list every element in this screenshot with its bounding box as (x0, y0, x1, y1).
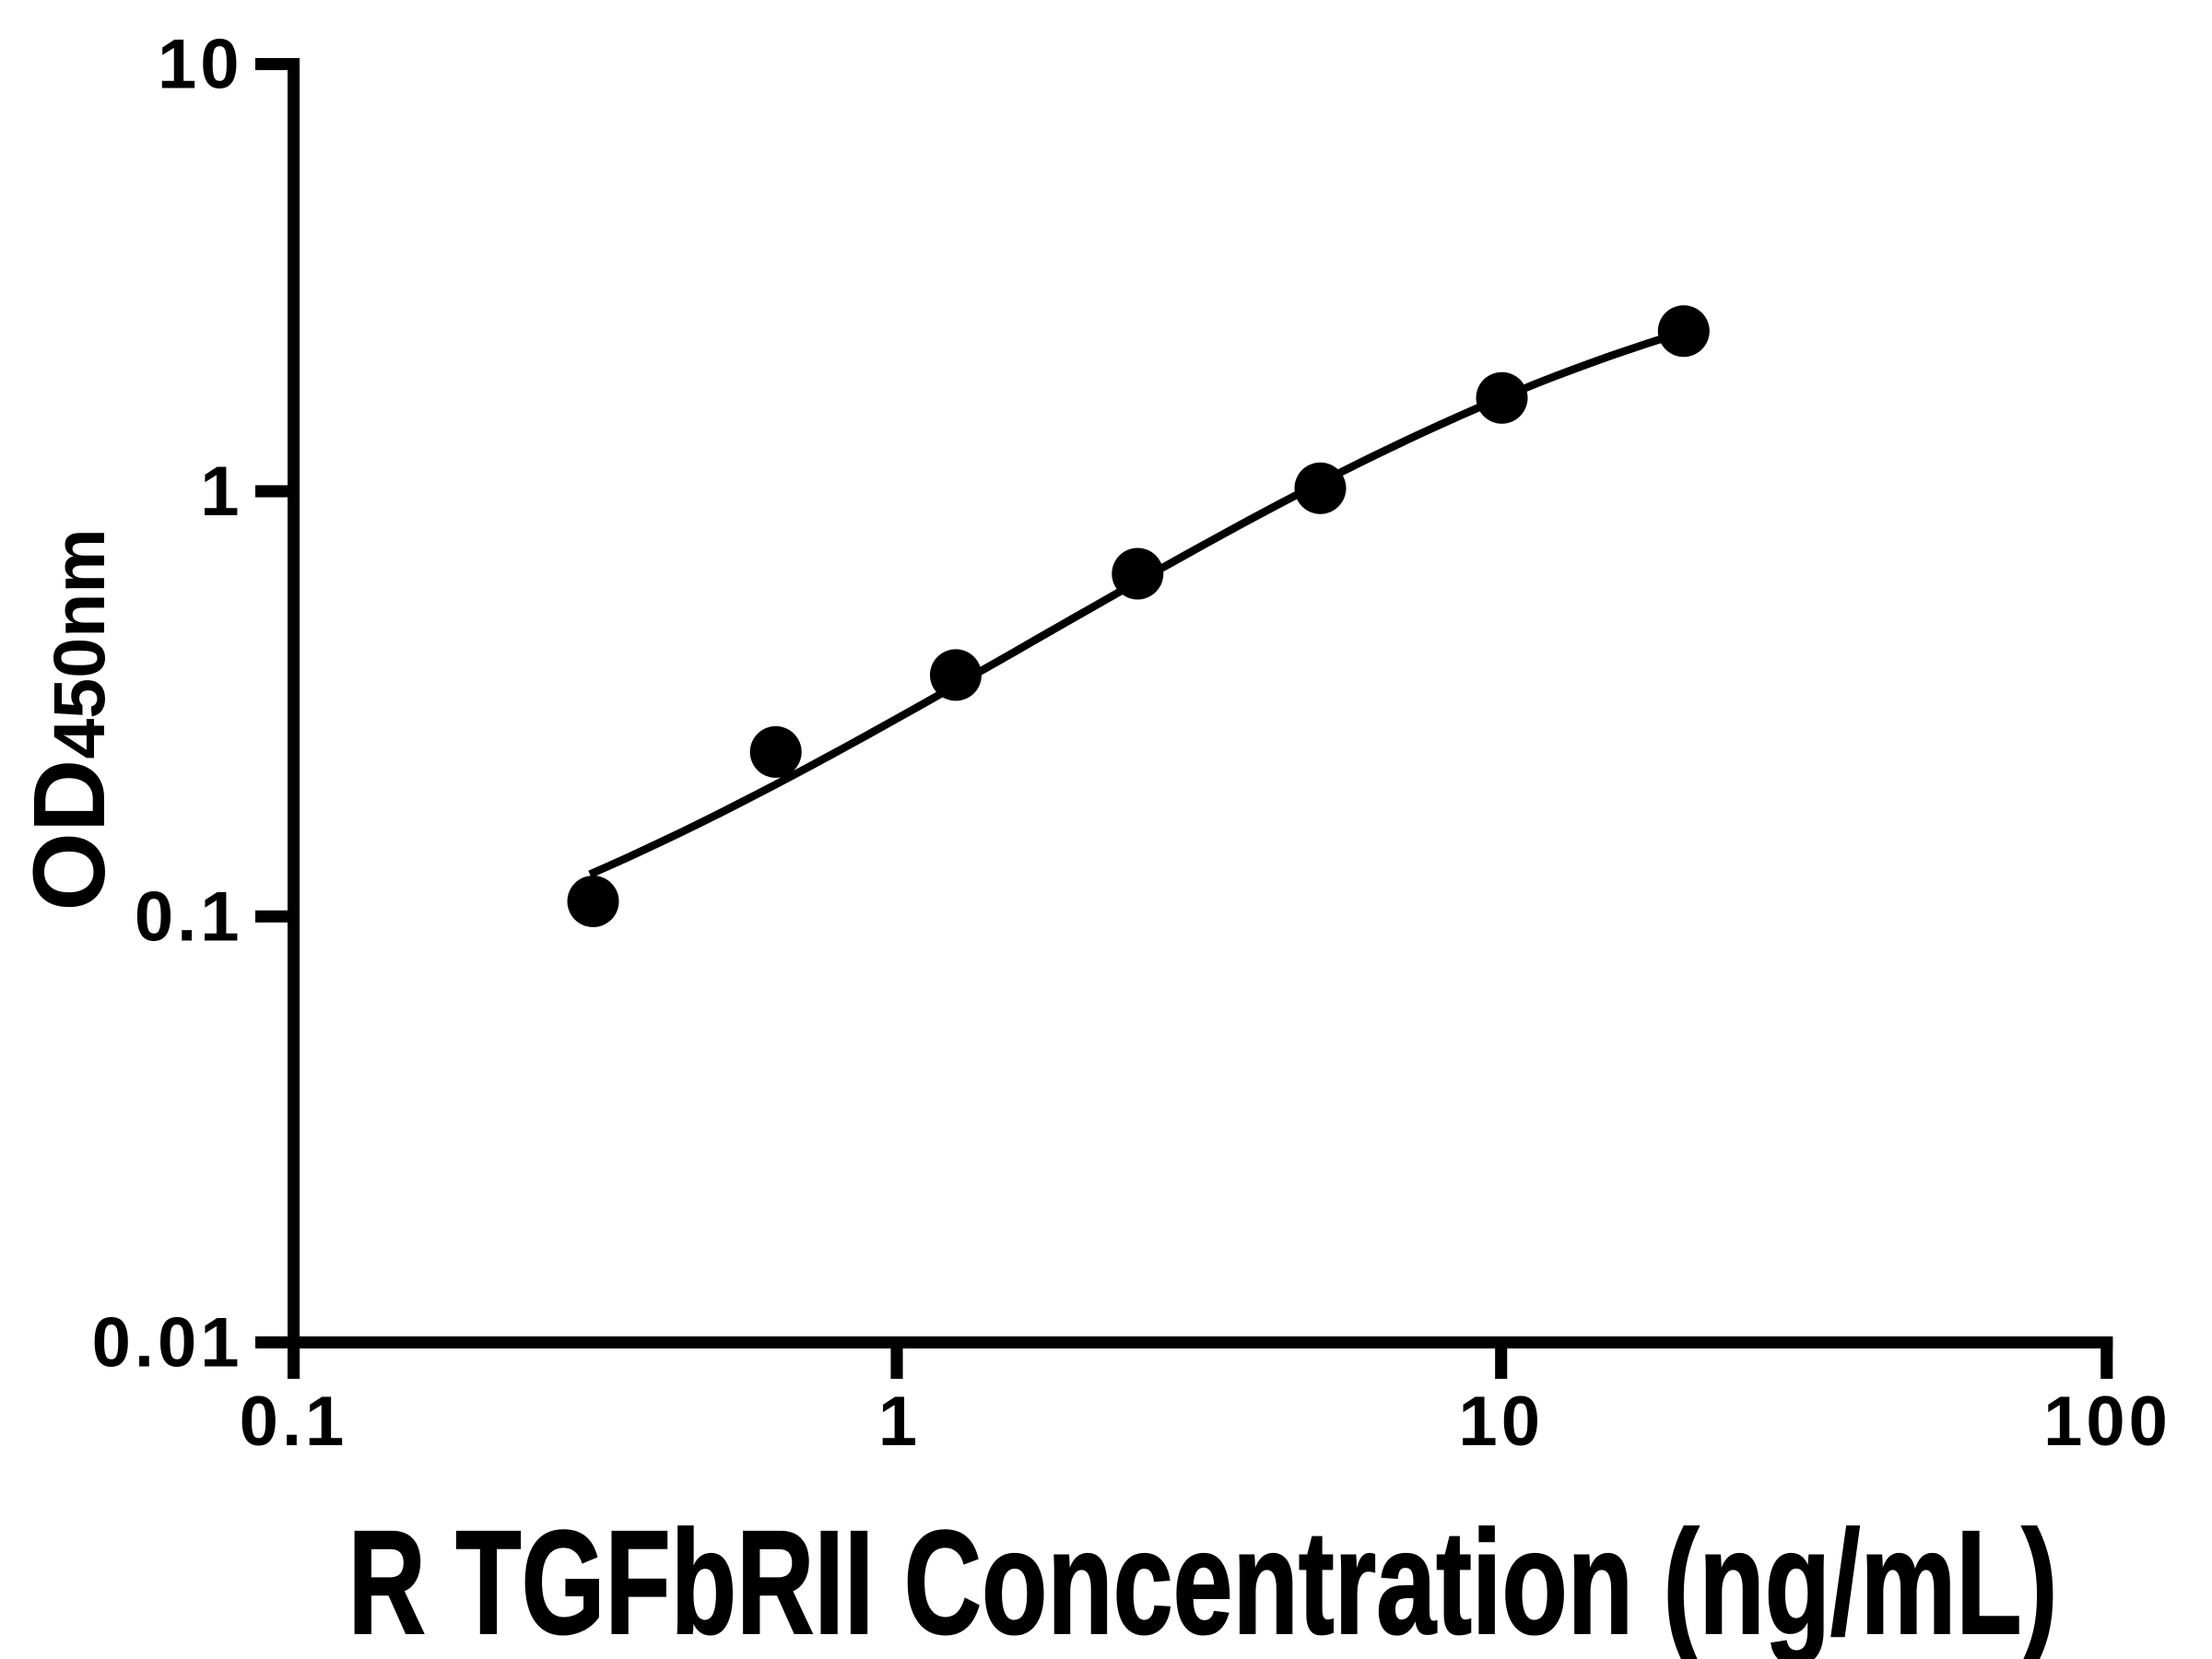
svg-text:100: 100 (2043, 1382, 2171, 1461)
svg-text:1: 1 (878, 1382, 921, 1461)
svg-text:10: 10 (1458, 1382, 1544, 1461)
svg-text:OD450nm: OD450nm (13, 528, 126, 911)
svg-text:1: 1 (200, 453, 242, 531)
svg-text:10: 10 (158, 26, 243, 104)
svg-text:0.01: 0.01 (92, 1304, 243, 1382)
svg-text:0.1: 0.1 (240, 1382, 348, 1461)
svg-text:0.1: 0.1 (135, 877, 243, 956)
svg-text:R TGFbRII Concentration (ng/mL: R TGFbRII Concentration (ng/mL) (348, 1500, 2058, 1659)
